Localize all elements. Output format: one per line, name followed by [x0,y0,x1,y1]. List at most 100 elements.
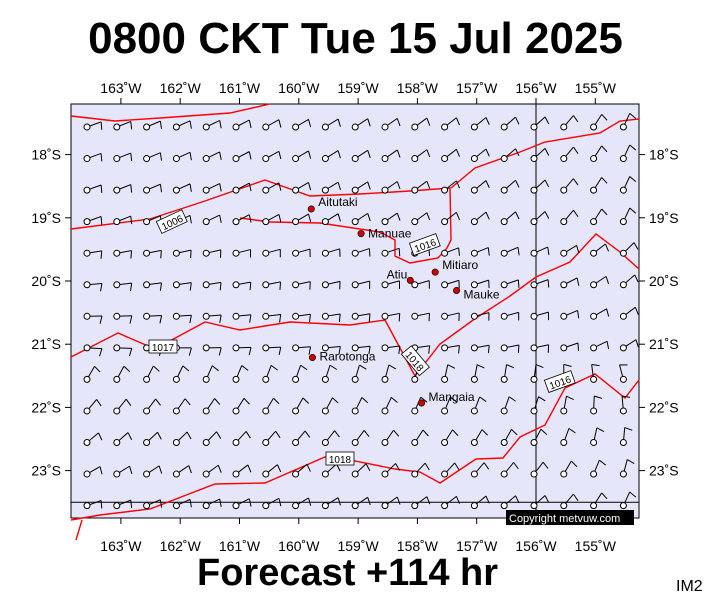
barb-flag [128,348,133,357]
barb-flag [455,117,461,126]
town-atiu: Atiu [387,267,414,284]
wind-barb [530,148,550,163]
wind-barb [560,146,579,163]
barb-station [619,407,627,415]
barb-flag [216,431,222,439]
barb-flag [186,431,192,440]
barb-station [292,470,300,478]
barb-station [292,375,300,383]
barb-station [113,375,121,383]
barb-station [113,281,121,289]
wind-barb [590,243,610,257]
barb-station [83,407,91,415]
barb-station [590,375,598,383]
wind-barb [83,399,102,415]
wind-barb [470,180,490,194]
isobar-label-box [400,345,430,377]
town-label: Mitiaro [442,258,478,272]
barb-flag [188,347,192,356]
barb-flag [629,491,637,498]
wind-barb [470,211,490,226]
barb-flag [398,313,401,322]
wind-barb [262,213,282,226]
barb-flag [248,498,252,507]
barb-flag [189,215,192,224]
barb-station [202,407,210,415]
barb-station [619,470,627,478]
barb-station [351,155,359,163]
barb-station [202,123,210,131]
barb-flag [629,144,637,151]
wind-barb [113,249,133,259]
barb-flag [601,208,608,216]
barb-station [381,249,389,257]
barb-station [530,470,538,478]
barb-station [321,281,329,289]
wind-barb [590,208,608,226]
wind-barb [113,184,133,194]
wind-barb [232,119,252,131]
wind-barb [232,151,252,163]
barb-flag [219,151,222,160]
town-label: Atiu [387,267,408,281]
credit-box[interactable]: Copyright metvuw.com [506,510,634,525]
barb-flag [624,427,633,431]
barb-flag [511,429,518,436]
barb-station [530,502,538,510]
isobar-line [70,179,452,264]
forecast-hour: Forecast +114 hr [197,552,499,594]
barb-station [292,439,300,446]
barb-flag [395,463,401,471]
barb-station [381,155,389,163]
barb-station [441,249,449,257]
barb-station [590,502,598,510]
wind-barb [590,459,606,478]
barb-flag [127,432,133,440]
barb-flag [160,250,162,259]
barb-flag [573,115,579,123]
wind-barb [530,364,544,383]
wind-barb [143,499,163,510]
barb-station [590,281,598,289]
lon-label-bottom: 156˚W [515,538,557,554]
town-rarotonga: Rarotonga [308,349,376,363]
barb-station [262,312,270,320]
barb-station [530,186,538,194]
barb-flag [634,307,639,315]
town-manuae: Manuae [357,227,412,241]
wind-barb [590,340,610,352]
barb-station [411,470,419,478]
barb-station [530,249,538,257]
barb-station [590,344,598,352]
barb-flag [566,395,574,401]
barb-flag [129,283,133,292]
barb-station [470,470,478,478]
wind-barb [232,312,252,323]
barb-flag [426,496,431,505]
barb-flag [535,364,544,369]
wind-barb [262,364,278,383]
wind-barb [470,279,490,289]
barb-flag [278,214,282,223]
lon-label-bottom: 163˚W [100,538,142,554]
barb-station [500,312,508,320]
wind-barb [262,430,281,446]
barb-station [202,502,210,510]
barb-flag [396,212,401,221]
barb-station [262,375,270,383]
barb-flag [515,116,520,125]
barb-flag [308,346,312,355]
barb-station [441,312,449,320]
lat-label-left: 19˚S [31,210,61,226]
lat-label-left: 20˚S [31,273,61,289]
barb-flag [159,152,163,161]
barb-flag [100,216,103,225]
isobar-line [70,103,271,122]
wind-barb [232,344,252,356]
barb-station [500,344,508,352]
wind-barb [292,213,312,226]
wind-barb [232,498,252,510]
barb-flag [157,432,162,440]
wind-barb [262,397,280,415]
wind-barb [411,149,431,163]
